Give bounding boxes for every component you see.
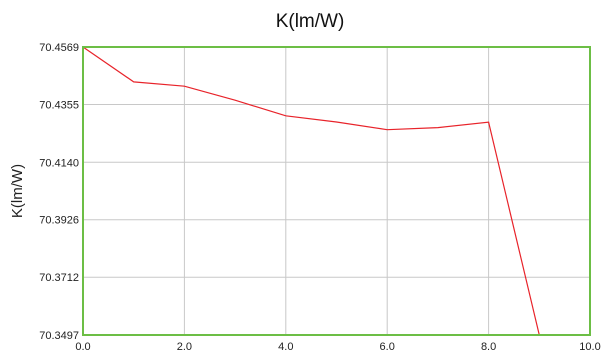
series-line [82, 46, 540, 336]
y-tick-label: 70.4569 [39, 42, 79, 54]
plot-frame [82, 46, 591, 336]
y-tick-label: 70.3712 [39, 272, 79, 284]
y-axis-label: K(lm/W) [9, 164, 26, 218]
x-tick-label: 0.0 [75, 341, 90, 353]
y-tick-label: 70.3497 [39, 330, 79, 342]
x-tick-label: 2.0 [177, 341, 192, 353]
series-group [82, 46, 540, 336]
y-tick-label: 70.3926 [39, 215, 79, 227]
x-tick-label: 4.0 [278, 341, 293, 353]
y-tick-labels: 70.3497 70.3712 70.3926 70.4140 70.4355 70.45… [39, 42, 79, 342]
x-tick-label: 10.0 [579, 341, 600, 353]
x-tick-label: 8.0 [481, 341, 496, 353]
x-tick-label: 6.0 [380, 341, 395, 353]
y-tick-label: 70.4140 [39, 157, 79, 169]
x-tick-labels: 0.0 2.0 4.0 6.0 8.0 10.0 [75, 341, 600, 353]
y-tick-label: 70.4355 [39, 99, 79, 111]
chart-title: K(lm/W) [276, 11, 345, 32]
grid-lines [82, 46, 591, 336]
